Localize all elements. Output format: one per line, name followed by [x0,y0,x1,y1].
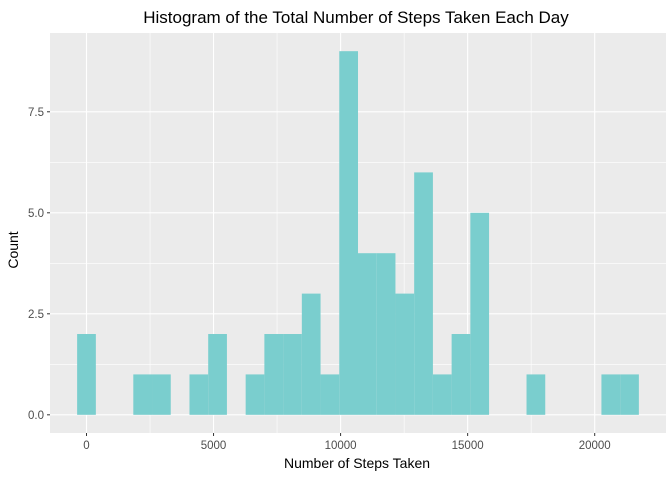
histogram-bar [189,374,209,415]
histogram-bar [470,212,490,415]
y-axis-title: Count [5,231,21,268]
histogram-bar [283,334,302,415]
histogram-bar [601,374,621,415]
x-axis-ticks: 0 5000 10000 15000 20000 [83,433,611,452]
y-axis-ticks: 0.0 2.5 5.0 7.5 [28,107,50,422]
histogram-bar [152,374,171,415]
y-tick-label: 7.5 [28,107,44,119]
y-tick-label: 2.5 [28,309,44,321]
x-tick-label: 20000 [579,440,611,452]
chart-title: Histogram of the Total Number of Steps T… [143,8,569,27]
histogram-bar [77,334,96,415]
histogram-bar [301,293,321,415]
histogram-bar [376,253,396,415]
histogram-bar [320,374,340,415]
histogram-bar [526,374,546,415]
x-tick-label: 0 [83,440,89,452]
x-tick-label: 5000 [201,440,227,452]
histogram-bar [208,334,227,415]
histogram-bar [358,253,377,415]
histogram-bar [395,293,415,415]
y-tick-label: 0.0 [28,410,44,422]
y-tick-label: 5.0 [28,208,44,220]
x-axis-title: Number of Steps Taken [284,455,430,471]
x-tick-label: 10000 [325,440,357,452]
histogram-bar [245,374,265,415]
histogram-bar [432,374,452,415]
histogram-bar [620,374,639,415]
histogram-bar [451,334,471,415]
histogram-bar [133,374,153,415]
histogram-bar [414,172,433,415]
histogram-bar [339,51,359,415]
histogram-bar [264,334,284,415]
histogram-bars [77,51,639,415]
x-tick-label: 15000 [452,440,484,452]
